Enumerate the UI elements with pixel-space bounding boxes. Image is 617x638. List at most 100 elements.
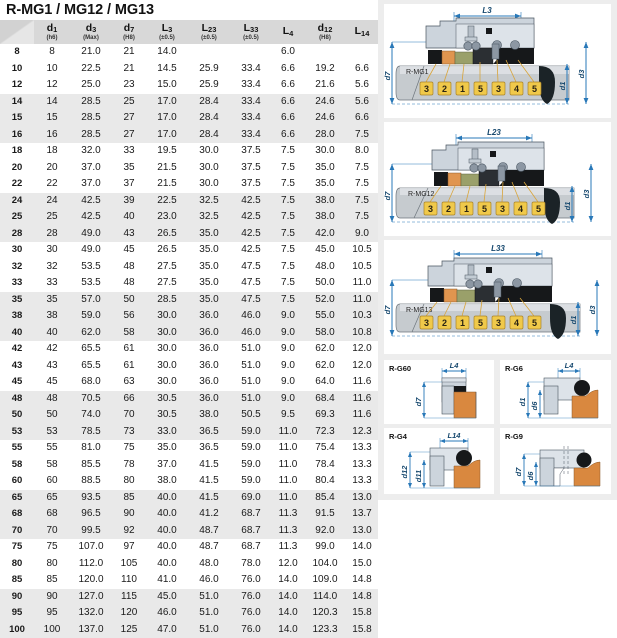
- callout-badge: 3: [420, 316, 433, 329]
- table-cell-L33: 42.5: [230, 193, 272, 210]
- table-cell-d7: 80: [112, 473, 146, 490]
- svg-text:2: 2: [446, 204, 451, 214]
- table-cell-L23: 51.0: [188, 589, 230, 606]
- table-cell-L14: 11.0: [346, 275, 378, 292]
- svg-text:d11: d11: [414, 470, 423, 482]
- table-cell-d1: 38: [34, 308, 70, 325]
- table-cell-L23: 41.2: [188, 506, 230, 523]
- table-cell-d1: 12: [34, 77, 70, 94]
- table-cell-L4: 11.0: [272, 440, 304, 457]
- col-symbol-d1: d1: [34, 23, 70, 34]
- col-header-d1: d1 (h6): [34, 20, 70, 44]
- diagram-label-r-g6: R-G6: [505, 364, 523, 373]
- table-cell-L4: 12.0: [272, 556, 304, 573]
- table-cell-L3: 26.5: [146, 226, 188, 243]
- table-cell-L3: 14.0: [146, 44, 188, 61]
- table-cell-d7: 105: [112, 556, 146, 573]
- callout-badge: 1: [456, 316, 469, 329]
- table-cell-d1: 28: [34, 226, 70, 243]
- table-cell-L33: 59.0: [230, 440, 272, 457]
- table-cell-L14: 11.6: [346, 391, 378, 408]
- col-symbol-L23: L23: [188, 23, 230, 34]
- svg-text:5: 5: [532, 84, 537, 94]
- table-cell-d7: 25: [112, 94, 146, 111]
- table-cell-d3: 53.5: [70, 259, 112, 276]
- table-cell-nominal: 24: [0, 193, 34, 210]
- diagram-svg-r-g6: R-G6 L4 d1: [500, 360, 611, 424]
- table-cell-L23: 41.5: [188, 457, 230, 474]
- table-cell-L4: 9.0: [272, 308, 304, 325]
- diagram-svg-r-mg12: d7 L23: [384, 122, 611, 236]
- svg-text:d7: d7: [384, 71, 392, 81]
- table-cell-L33: 76.0: [230, 605, 272, 622]
- table-cell-d3: 88.5: [70, 473, 112, 490]
- table-cell-L3: 30.0: [146, 358, 188, 375]
- table-cell-L3: 46.0: [146, 605, 188, 622]
- table-cell-L14: 10.5: [346, 242, 378, 259]
- table-cell-d1: 18: [34, 143, 70, 160]
- table-cell-d12: 24.6: [304, 110, 346, 127]
- table-cell-d1: 10: [34, 61, 70, 78]
- diagram-panel-r-mg13: d7 L33: [384, 240, 611, 354]
- table-cell-L23: 38.0: [188, 407, 230, 424]
- svg-text:3: 3: [496, 84, 501, 94]
- diagram-panel-r-g9: R-G9 d7 d6: [500, 428, 611, 494]
- svg-text:d6: d6: [530, 401, 539, 411]
- callout-badge: 2: [438, 82, 451, 95]
- col-tol-d7: (H8): [112, 35, 146, 42]
- table-cell-d3: 81.0: [70, 440, 112, 457]
- table-cell-L33: 50.5: [230, 407, 272, 424]
- table-cell-nominal: 68: [0, 506, 34, 523]
- col-symbol-d12: d12: [304, 23, 346, 34]
- svg-text:d7: d7: [384, 305, 392, 315]
- table-cell-L33: 68.7: [230, 523, 272, 540]
- table-cell-d7: 23: [112, 77, 146, 94]
- table-cell-L33: 37.5: [230, 143, 272, 160]
- table-cell-d12: 123.3: [304, 622, 346, 638]
- table-cell-L23: [188, 44, 230, 61]
- table-cell-d7: 27: [112, 127, 146, 144]
- housing-body: [432, 142, 544, 170]
- table-cell-L33: 69.0: [230, 490, 272, 507]
- table-cell-nominal: 35: [0, 292, 34, 309]
- table-cell-L23: 32.5: [188, 193, 230, 210]
- svg-text:L4: L4: [450, 361, 460, 370]
- dimension-d7-left: d7: [514, 454, 526, 486]
- table-cell-d3: 22.5: [70, 61, 112, 78]
- table-cell-d7: 43: [112, 226, 146, 243]
- table-cell-L4: 6.6: [272, 77, 304, 94]
- callout-badges: 3 2 1 5 3 4 5: [420, 316, 541, 329]
- table-cell-d1: 16: [34, 127, 70, 144]
- table-cell-d3: 59.0: [70, 308, 112, 325]
- table-cell-L4: 7.5: [272, 275, 304, 292]
- table-cell-d7: 66: [112, 391, 146, 408]
- table-cell-L33: 46.0: [230, 308, 272, 325]
- table-cell-L23: 35.0: [188, 226, 230, 243]
- svg-text:d7: d7: [384, 191, 392, 201]
- table-cell-L3: 40.0: [146, 490, 188, 507]
- table-cell-d7: 61: [112, 358, 146, 375]
- table-cell-L33: 47.5: [230, 292, 272, 309]
- table-cell-L33: 33.4: [230, 61, 272, 78]
- diagram-panel-r-mg1: d7 L3: [384, 4, 611, 118]
- table-cell-L33: 59.0: [230, 457, 272, 474]
- table-cell-d7: 39: [112, 193, 146, 210]
- table-cell-L14: 11.6: [346, 407, 378, 424]
- table-cell-d1: 22: [34, 176, 70, 193]
- table-cell-d12: 78.4: [304, 457, 346, 474]
- table-cell-L4: 6.6: [272, 110, 304, 127]
- col-header-d3: d3 (Max): [70, 20, 112, 44]
- table-cell-d3: 68.0: [70, 374, 112, 391]
- callout-badge: 2: [438, 316, 451, 329]
- dimension-d3-right: d3: [582, 164, 593, 222]
- diagram-svg-r-g9: R-G9 d7 d6: [500, 428, 611, 494]
